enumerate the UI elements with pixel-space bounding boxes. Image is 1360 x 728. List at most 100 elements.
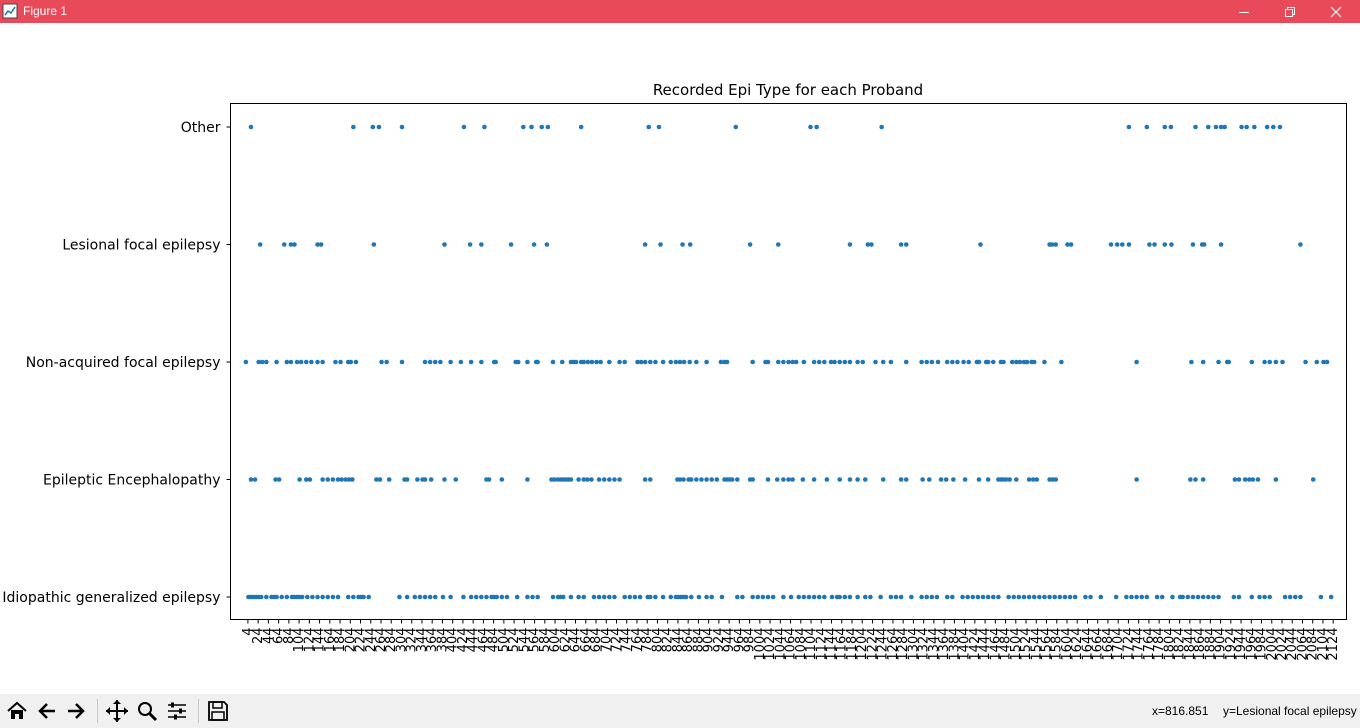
data-point	[1255, 477, 1261, 482]
x-tick-label: 1944	[1234, 628, 1249, 661]
data-point	[1098, 594, 1104, 600]
x-tick-label: 404	[446, 628, 461, 653]
data-point	[1324, 359, 1330, 365]
data-point	[601, 594, 607, 600]
data-point	[668, 359, 674, 365]
close-button[interactable]	[1313, 0, 1359, 23]
data-point	[1147, 242, 1152, 247]
data-point	[468, 594, 474, 600]
restore-button[interactable]	[1267, 0, 1313, 23]
data-point	[951, 477, 956, 482]
data-point	[733, 124, 739, 130]
x-tick-label: 564	[528, 628, 543, 653]
data-point	[1190, 594, 1196, 600]
data-point	[1014, 359, 1019, 365]
data-point	[525, 594, 530, 600]
data-point	[550, 594, 556, 600]
data-point	[653, 359, 658, 365]
x-tick-label: 224	[354, 628, 369, 653]
data-point	[493, 359, 498, 365]
data-point	[781, 594, 786, 600]
forward-button[interactable]	[62, 697, 90, 725]
y-tick-label: Idiopathic generalized epilepsy	[2, 590, 220, 606]
data-point	[428, 477, 434, 482]
home-button[interactable]	[3, 697, 31, 725]
data-point	[1168, 124, 1174, 130]
data-point	[1267, 359, 1273, 365]
data-point	[1108, 242, 1114, 247]
data-point	[525, 359, 530, 365]
data-point	[822, 359, 827, 365]
data-point	[714, 477, 720, 482]
data-point	[422, 594, 428, 600]
data-point	[297, 477, 302, 482]
data-point	[765, 594, 771, 600]
x-tick-label: 2124	[1326, 628, 1341, 661]
data-point	[264, 594, 269, 600]
data-point	[1293, 594, 1298, 600]
data-point	[1162, 124, 1168, 130]
data-point	[681, 359, 687, 365]
data-point	[1189, 359, 1194, 365]
data-point	[1262, 359, 1267, 365]
data-point	[1062, 594, 1068, 600]
data-point	[1249, 359, 1255, 365]
data-point	[482, 124, 487, 130]
x-tick-label: 44	[261, 628, 276, 645]
data-point	[259, 359, 265, 365]
data-point	[320, 359, 325, 365]
data-point	[1226, 359, 1232, 365]
data-point	[1014, 477, 1019, 482]
data-point	[1034, 477, 1040, 482]
data-point	[824, 477, 830, 482]
data-point	[847, 594, 853, 600]
x-tick-label: 1304	[906, 628, 921, 661]
data-point	[1195, 594, 1201, 600]
zoom-button[interactable]	[133, 697, 161, 725]
data-point	[504, 594, 510, 600]
minimize-button[interactable]	[1221, 0, 1267, 23]
data-point	[1277, 124, 1283, 130]
data-point	[442, 477, 447, 482]
back-button[interactable]	[33, 697, 61, 725]
data-point	[1159, 594, 1165, 600]
data-point	[696, 594, 702, 600]
data-point	[855, 477, 860, 482]
data-point	[581, 477, 587, 482]
data-point	[1031, 594, 1037, 600]
data-point	[1114, 242, 1120, 247]
x-tick-label: 964	[732, 628, 747, 653]
x-tick-label: 2044	[1285, 628, 1300, 661]
data-point	[837, 477, 842, 482]
data-point	[1068, 242, 1074, 247]
data-point	[694, 477, 699, 482]
figure-canvas[interactable]: Recorded Epi Type for each Proband Idiop…	[0, 23, 1360, 694]
x-tick-label: 1484	[999, 628, 1014, 661]
data-point	[924, 594, 930, 600]
x-tick-label: 1344	[927, 628, 942, 661]
x-tick-label: 1104	[804, 628, 819, 661]
save-button[interactable]	[204, 697, 232, 725]
x-tick-label: 2104	[1316, 628, 1331, 661]
data-point	[855, 594, 860, 600]
data-point	[642, 477, 648, 482]
x-tick-label: 1624	[1070, 628, 1085, 661]
data-point	[862, 594, 868, 600]
data-point	[578, 124, 584, 130]
x-tick-label: 1024	[763, 628, 778, 661]
pan-button[interactable]	[103, 697, 131, 725]
arrow-left-icon	[38, 703, 55, 719]
data-point	[903, 477, 909, 482]
data-point	[950, 359, 955, 365]
data-point	[366, 594, 372, 600]
x-tick-label: 924	[712, 628, 727, 653]
data-point	[552, 477, 557, 482]
data-point	[1170, 594, 1175, 600]
configure-subplots-button[interactable]	[163, 697, 191, 725]
x-tick-label: 1844	[1183, 628, 1198, 661]
data-point	[467, 242, 473, 247]
data-point	[1242, 477, 1248, 482]
data-point	[837, 594, 842, 600]
data-point	[677, 477, 683, 482]
data-point	[1030, 477, 1036, 482]
